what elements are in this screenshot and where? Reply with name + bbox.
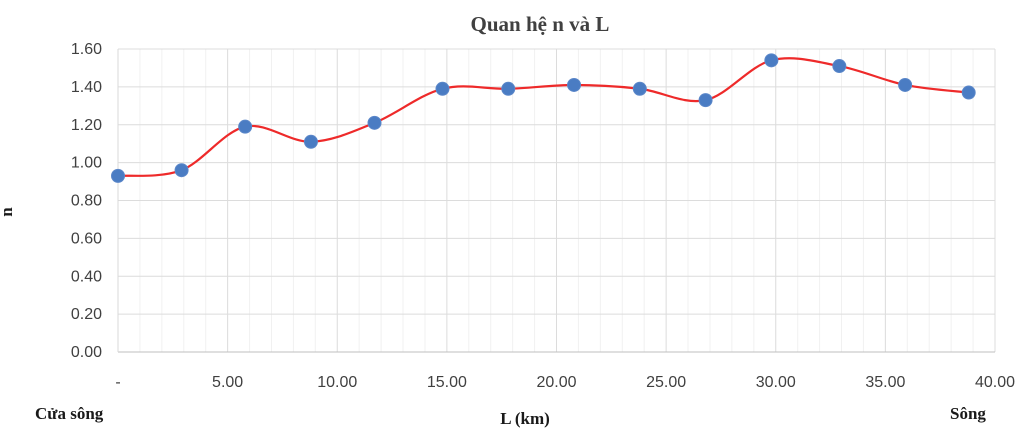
data-point: [833, 60, 846, 73]
y-tick-label: 0.60: [71, 230, 102, 247]
data-point: [899, 78, 912, 91]
y-tick-label: 0.80: [71, 193, 102, 210]
x-tick-label: 40.00: [975, 374, 1015, 391]
data-point: [436, 82, 449, 95]
data-point: [633, 82, 646, 95]
chart-title: Quan hệ n và L: [471, 12, 610, 36]
data-point: [699, 94, 712, 107]
x-tick-label: 35.00: [865, 374, 905, 391]
y-tick-label: 1.20: [71, 117, 102, 134]
x-axis-left-label: Cửa sông: [35, 404, 104, 423]
data-point: [765, 54, 778, 67]
data-point: [239, 120, 252, 133]
x-tick-label: 15.00: [427, 374, 467, 391]
data-point: [962, 86, 975, 99]
x-tick-label: 25.00: [646, 374, 686, 391]
data-point: [175, 164, 188, 177]
data-point: [304, 135, 317, 148]
x-tick-label: 10.00: [317, 374, 357, 391]
x-tick-label: 30.00: [756, 374, 796, 391]
data-point: [112, 169, 125, 182]
x-axis-right-label: Sông: [950, 404, 986, 423]
data-point: [502, 82, 515, 95]
data-point: [368, 116, 381, 129]
y-tick-label: 1.00: [71, 155, 102, 172]
y-tick-label: 0.40: [71, 268, 102, 285]
y-tick-label: 1.40: [71, 79, 102, 96]
y-tick-label: 0.20: [71, 306, 102, 323]
y-tick-label: 1.60: [71, 41, 102, 58]
y-axis-title: n: [0, 207, 16, 217]
x-axis-title: L (km): [500, 409, 550, 428]
y-tick-label: 0.00: [71, 344, 102, 361]
grid-layer: [118, 49, 995, 352]
x-tick-label: 20.00: [536, 374, 576, 391]
x-tick-label: 5.00: [212, 374, 243, 391]
data-point: [568, 78, 581, 91]
x-tick-label: -: [115, 374, 120, 391]
